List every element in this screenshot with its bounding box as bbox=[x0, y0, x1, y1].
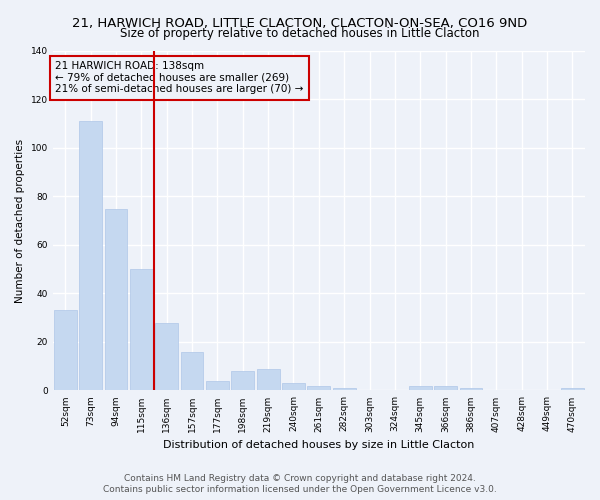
Bar bbox=[104, 208, 127, 390]
Bar bbox=[206, 380, 229, 390]
Bar bbox=[155, 322, 178, 390]
Text: 21 HARWICH ROAD: 138sqm
← 79% of detached houses are smaller (269)
21% of semi-d: 21 HARWICH ROAD: 138sqm ← 79% of detache… bbox=[55, 61, 304, 94]
Bar bbox=[460, 388, 482, 390]
Bar bbox=[79, 122, 102, 390]
Bar bbox=[54, 310, 77, 390]
Bar bbox=[307, 386, 330, 390]
Bar bbox=[561, 388, 584, 390]
Bar bbox=[130, 269, 153, 390]
Bar bbox=[409, 386, 431, 390]
Text: 21, HARWICH ROAD, LITTLE CLACTON, CLACTON-ON-SEA, CO16 9ND: 21, HARWICH ROAD, LITTLE CLACTON, CLACTO… bbox=[73, 18, 527, 30]
Bar bbox=[232, 371, 254, 390]
X-axis label: Distribution of detached houses by size in Little Clacton: Distribution of detached houses by size … bbox=[163, 440, 475, 450]
Bar bbox=[434, 386, 457, 390]
Y-axis label: Number of detached properties: Number of detached properties bbox=[15, 138, 25, 303]
Bar bbox=[333, 388, 356, 390]
Bar bbox=[257, 368, 280, 390]
Text: Size of property relative to detached houses in Little Clacton: Size of property relative to detached ho… bbox=[120, 28, 480, 40]
Text: Contains HM Land Registry data © Crown copyright and database right 2024.
Contai: Contains HM Land Registry data © Crown c… bbox=[103, 474, 497, 494]
Bar bbox=[181, 352, 203, 391]
Bar bbox=[282, 383, 305, 390]
